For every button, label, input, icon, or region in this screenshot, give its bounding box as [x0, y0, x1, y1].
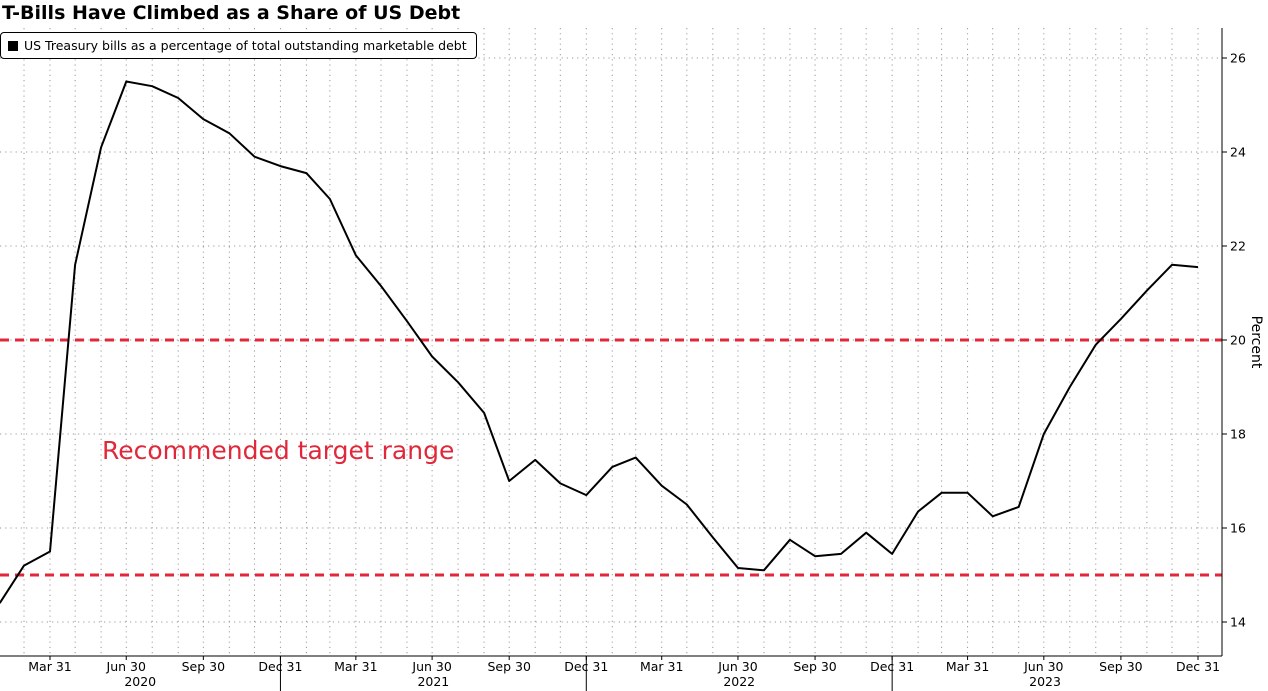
data-series	[0, 80, 1199, 604]
x-tick-label: Mar 31	[946, 659, 989, 674]
grid-lines	[0, 28, 1222, 656]
year-label: 2020	[124, 674, 156, 689]
y-tick-label: 14	[1230, 615, 1246, 630]
y-axis-label: Percent	[1248, 316, 1264, 369]
x-tick-label: Sep 30	[1099, 659, 1142, 674]
x-tick-label: Sep 30	[793, 659, 836, 674]
legend-swatch	[8, 40, 18, 51]
target-range-annotation: Recommended target range	[102, 436, 455, 465]
target-range-lines	[0, 338, 1222, 577]
y-tick-label: 24	[1230, 145, 1246, 160]
y-tick-label: 16	[1230, 521, 1246, 536]
x-tick-label: Mar 31	[334, 659, 377, 674]
x-tick-label: Mar 31	[28, 659, 71, 674]
legend-label: US Treasury bills as a percentage of tot…	[24, 38, 467, 53]
year-label: 2022	[723, 674, 755, 689]
x-tick-label: Mar 31	[640, 659, 683, 674]
x-tick-label: Sep 30	[182, 659, 225, 674]
year-label: 2023	[1029, 674, 1061, 689]
x-tick-label: Jun 30	[1023, 659, 1063, 674]
x-tick-label: Jun 30	[411, 659, 451, 674]
x-tick-label: Sep 30	[487, 659, 530, 674]
x-tick-label: Jun 30	[717, 659, 757, 674]
x-tick-label: Jun 30	[106, 659, 146, 674]
year-label: 2021	[417, 674, 449, 689]
series-line	[0, 80, 1199, 604]
y-tick-label: 20	[1230, 333, 1246, 348]
y-tick-label: 22	[1230, 239, 1246, 254]
x-tick-label: Dec 31	[1176, 659, 1220, 674]
y-tick-label: 18	[1230, 427, 1246, 442]
chart-title: T-Bills Have Climbed as a Share of US De…	[2, 2, 461, 24]
y-tick-label: 26	[1230, 51, 1246, 66]
legend: US Treasury bills as a percentage of tot…	[0, 32, 477, 59]
